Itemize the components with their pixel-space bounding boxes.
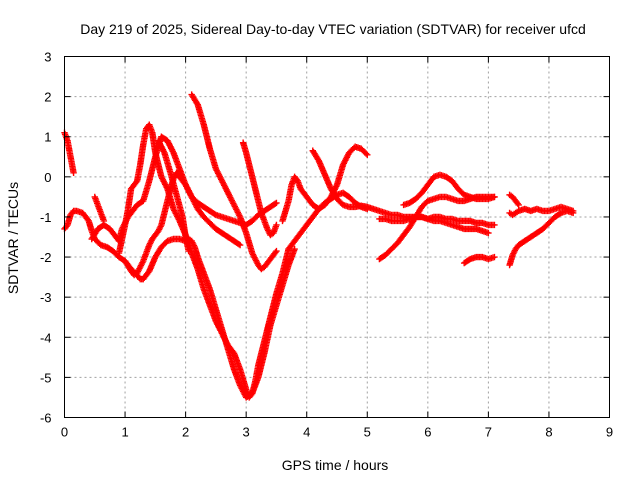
y-tick-label: 0 (44, 170, 51, 185)
y-tick-label: 1 (44, 130, 51, 145)
y-tick-label: -6 (40, 411, 52, 426)
data-point (485, 229, 492, 237)
plot-border (64, 56, 610, 418)
data-point (364, 151, 371, 158)
y-axis-label: SDTVAR / TECUs (5, 182, 21, 294)
data-point (569, 207, 577, 215)
x-tick-label: 2 (182, 425, 189, 440)
x-axis-label: GPS time / hours (282, 457, 389, 473)
data-point (491, 253, 498, 261)
data-point (185, 247, 192, 255)
data-point (100, 217, 108, 225)
data-series (460, 253, 498, 267)
x-tick-label: 8 (545, 425, 552, 440)
x-tick-label: 3 (243, 425, 250, 440)
x-tick-label: 1 (121, 425, 128, 440)
data-point-marker (362, 150, 370, 157)
data-point-marker (272, 200, 279, 207)
y-tick-label: -3 (40, 290, 52, 305)
y-tick-label: -1 (40, 210, 52, 225)
data-point-marker (514, 200, 521, 207)
x-tick-label: 0 (61, 425, 68, 440)
data-series (506, 207, 577, 269)
data-series (376, 213, 492, 237)
data-series (239, 139, 280, 239)
data-series (188, 91, 280, 273)
y-tick-label: 3 (44, 50, 51, 65)
x-tick-label: 7 (485, 425, 492, 440)
data-point-marker (193, 100, 201, 107)
data-series (91, 193, 108, 225)
data-layer (61, 91, 577, 401)
data-point (273, 221, 280, 229)
data-series (506, 203, 577, 219)
data-point (273, 199, 280, 207)
data-series (121, 235, 298, 401)
data-point-marker (272, 249, 279, 256)
x-tick-label: 9 (606, 425, 613, 440)
data-series (400, 171, 498, 209)
data-point-marker (132, 178, 140, 186)
data-series (155, 137, 192, 255)
data-point (515, 201, 522, 209)
data-point (491, 221, 498, 229)
data-point (491, 193, 498, 201)
y-tick-label: -5 (40, 370, 52, 385)
x-tick-label: 4 (303, 425, 310, 440)
y-tick-label: -2 (40, 250, 52, 265)
x-tick-label: 6 (424, 425, 431, 440)
data-point (273, 247, 280, 255)
data-point-marker (235, 241, 243, 248)
x-tick-label: 5 (364, 425, 371, 440)
axis-ticks: 0 1 2 3 4 5 6 7 8 9 3 2 1 0 -1 -2 -3 -4 -5 -6 (40, 50, 613, 440)
y-tick-label: -4 (40, 330, 52, 345)
data-point (291, 245, 298, 253)
y-tick-label: 2 (44, 90, 51, 105)
data-point (70, 169, 77, 177)
chart-title: Day 219 of 2025, Sidereal Day-to-day VTE… (80, 21, 586, 37)
data-point (236, 241, 244, 249)
data-series (506, 191, 522, 209)
